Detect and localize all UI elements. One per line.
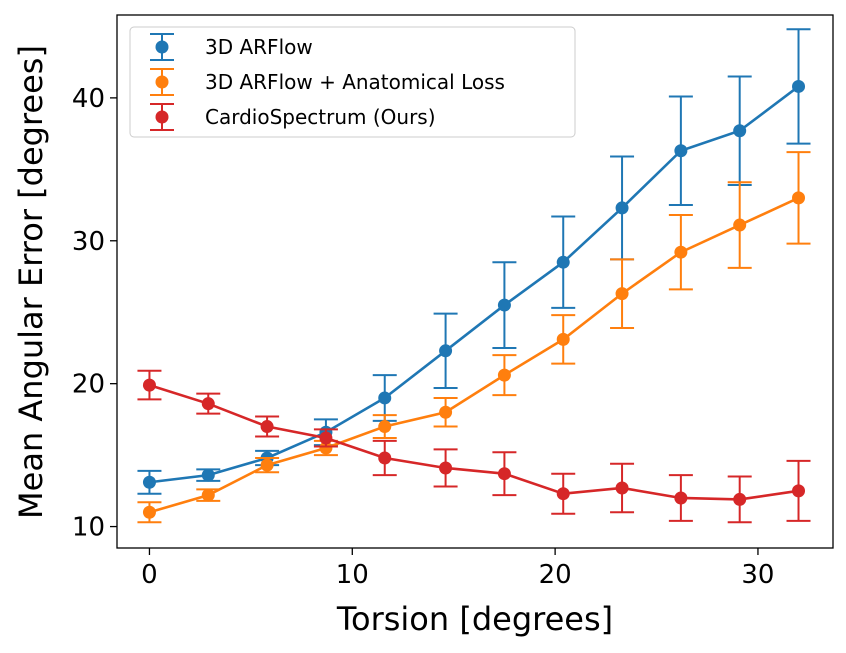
y-tick-label: 30: [72, 227, 105, 257]
y-axis: 10 20 30 40: [72, 84, 117, 543]
data-point: [556, 255, 570, 269]
data-point: [201, 488, 215, 502]
y-tick-label: 20: [72, 370, 105, 400]
x-tick-label: 0: [141, 560, 158, 590]
x-tick-label: 20: [539, 560, 572, 590]
axes-frame: [116, 14, 834, 549]
data-point: [497, 467, 511, 481]
legend: 3D ARFlow 3D ARFlow + Anatomical Loss Card…: [129, 26, 576, 138]
data-point: [733, 218, 747, 232]
data-point: [142, 378, 156, 392]
legend-entry: CardioSpectrum (Ours): [150, 103, 436, 131]
series-2: [137, 369, 811, 524]
series-0: [137, 28, 811, 495]
data-point: [439, 344, 453, 358]
data-point: [201, 397, 215, 411]
data-point: [319, 431, 333, 445]
x-axis: 0 10 20 30: [141, 548, 774, 590]
data-point: [439, 405, 453, 419]
y-tick-label: 40: [72, 84, 105, 114]
legend-box: [129, 26, 576, 138]
data-point: [615, 287, 629, 301]
data-point: [792, 484, 806, 498]
legend-label: CardioSpectrum (Ours): [205, 105, 436, 129]
legend-marker: [155, 75, 169, 89]
series-line: [149, 85, 800, 484]
data-point: [497, 298, 511, 312]
series-line: [149, 196, 800, 514]
data-point: [142, 475, 156, 489]
data-point: [378, 451, 392, 465]
legend-marker: [155, 110, 169, 124]
data-point: [319, 441, 333, 455]
plot-area: [137, 28, 811, 524]
x-axis-title: Torsion [degrees]: [336, 600, 613, 638]
data-point: [792, 191, 806, 205]
data-point: [378, 420, 392, 434]
data-point: [792, 79, 806, 93]
series-line: [149, 383, 799, 501]
data-point: [674, 491, 688, 505]
data-point: [260, 420, 274, 434]
legend-entry: 3D ARFlow + Anatomical Loss: [150, 68, 505, 96]
data-point: [674, 245, 688, 259]
data-point: [733, 124, 747, 138]
x-tick-label: 10: [336, 560, 369, 590]
data-point: [201, 468, 215, 482]
data-point: [674, 144, 688, 158]
data-point: [497, 368, 511, 382]
legend-entry: 3D ARFlow: [150, 33, 313, 61]
x-tick-label: 30: [741, 560, 774, 590]
y-axis-title: Mean Angular Error [degrees]: [12, 45, 50, 519]
legend-label: 3D ARFlow: [205, 35, 313, 59]
data-point: [142, 505, 156, 519]
data-point: [439, 461, 453, 475]
data-point: [556, 487, 570, 501]
legend-marker: [155, 40, 169, 54]
data-point: [615, 201, 629, 215]
data-point: [378, 391, 392, 405]
legend-label: 3D ARFlow + Anatomical Loss: [205, 70, 505, 94]
series-1: [137, 151, 811, 524]
y-tick-label: 10: [72, 513, 105, 543]
data-point: [556, 332, 570, 346]
data-point: [260, 458, 274, 472]
data-point: [733, 492, 747, 506]
data-point: [615, 481, 629, 495]
